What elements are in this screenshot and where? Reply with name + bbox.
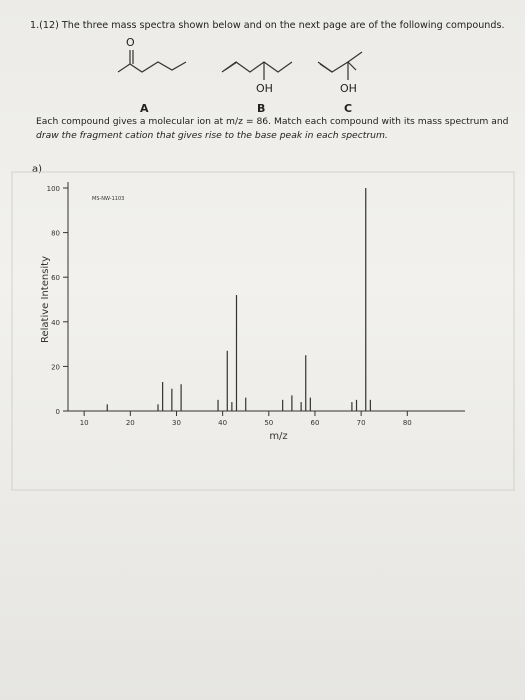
x-tick-label: 40 xyxy=(218,419,227,427)
x-tick-label: 20 xyxy=(126,419,135,427)
instruction: Each compound gives a molecular ion at m… xyxy=(36,116,509,127)
x-tick-label: 10 xyxy=(80,419,89,427)
y-tick-label: 20 xyxy=(51,363,60,371)
x-tick-label: 30 xyxy=(172,419,181,427)
y-tick-label: 80 xyxy=(51,230,60,238)
x-axis-label: m/z xyxy=(269,431,287,442)
compound-label: A xyxy=(140,102,149,115)
question-title: 1.(12) The three mass spectra shown belo… xyxy=(30,20,505,31)
x-tick-label: 70 xyxy=(357,419,366,427)
x-tick-label: 60 xyxy=(311,419,320,427)
compound-label: B xyxy=(257,102,266,115)
group-label: O xyxy=(126,36,135,49)
y-tick-label: 40 xyxy=(51,319,60,327)
annotation: MS-NW-1103 xyxy=(92,196,124,202)
structures xyxy=(117,50,363,80)
spectrum-chart: 0 20 40 60 80 100 10 20 30 40 50 60 70 80 m/z Relative … xyxy=(11,171,515,491)
part-label: a) xyxy=(32,164,43,175)
x-tick-label: 50 xyxy=(264,419,273,427)
instruction: draw the fragment cation that gives rise… xyxy=(36,130,388,141)
group-label: OH xyxy=(340,82,357,95)
x-tick-label: 80 xyxy=(403,419,412,427)
group-label: OH xyxy=(256,82,273,95)
y-tick-label: 60 xyxy=(51,274,60,282)
compound-label: C xyxy=(344,102,353,115)
y-axis-label: Relative Intensity xyxy=(40,256,51,343)
y-tick-label: 0 xyxy=(56,408,60,416)
chart-frame xyxy=(11,171,515,491)
y-tick-label: 100 xyxy=(47,185,60,193)
